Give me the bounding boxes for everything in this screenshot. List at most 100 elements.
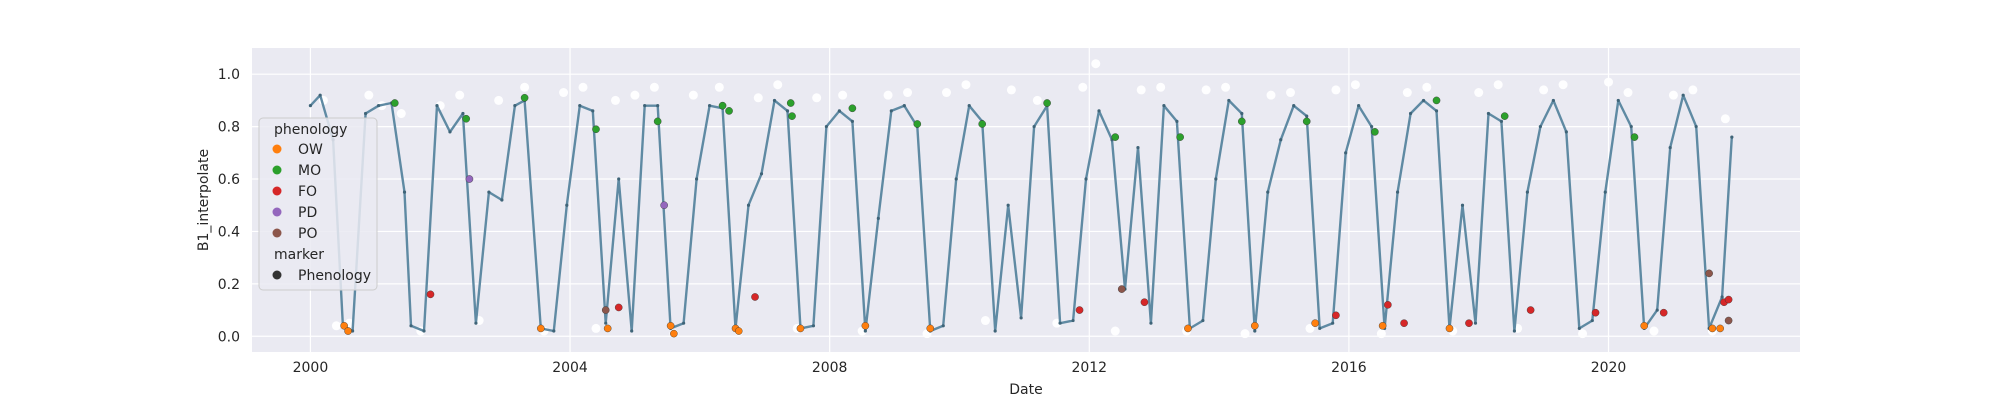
interpolated-point (1149, 321, 1153, 325)
phenology-point (670, 329, 678, 338)
interpolated-point (824, 125, 829, 129)
legend-marker (272, 144, 282, 154)
phenology-point (537, 324, 545, 333)
interpolated-point (448, 130, 452, 134)
interpolated-point (1603, 190, 1607, 194)
phenology-point (1238, 117, 1246, 126)
y-tick-label: 1.0 (218, 67, 240, 83)
interpolated-point (1084, 177, 1088, 181)
observation-point (1493, 80, 1503, 90)
observation-point (649, 82, 659, 92)
phenology-point (1716, 324, 1724, 333)
phenology-point (603, 324, 612, 333)
observation-point (364, 90, 374, 100)
interpolated-point (993, 329, 997, 333)
observation-point (1266, 90, 1276, 100)
interpolated-point (1460, 203, 1465, 207)
y-tick-label: 0.6 (218, 172, 240, 188)
interpolated-point (630, 329, 634, 333)
y-axis-label: B1_interpolate (196, 149, 212, 251)
phenology-point (751, 293, 759, 301)
phenology-point (1184, 324, 1192, 333)
interpolated-point (1629, 125, 1633, 129)
interpolated-point (1175, 119, 1179, 123)
interpolated-point (1253, 329, 1257, 333)
observation-point (1623, 88, 1633, 98)
observation-point (1006, 85, 1016, 95)
phenology-point (861, 321, 870, 330)
interpolated-point (1590, 318, 1594, 323)
phenology-point (1400, 319, 1408, 327)
observation-point (1110, 326, 1120, 336)
interpolated-point (1473, 321, 1478, 325)
interpolated-point (1720, 295, 1724, 299)
interpolated-point (1538, 125, 1542, 129)
interpolated-point (1240, 111, 1244, 116)
interpolated-point (695, 177, 699, 181)
x-tick-label: 2008 (812, 360, 848, 376)
phenology-point (653, 117, 662, 126)
phenology-point (1332, 311, 1340, 320)
phenology-point (718, 101, 727, 110)
interpolated-point (1512, 329, 1517, 333)
phenology-point (734, 327, 743, 335)
interpolated-point (1071, 318, 1075, 323)
x-tick-label: 2016 (1331, 360, 1367, 376)
phenology-point (1659, 308, 1668, 317)
observation-point (578, 82, 588, 92)
observation-point (714, 82, 724, 92)
interpolated-point (487, 190, 491, 194)
interpolated-point (1318, 326, 1322, 331)
legend-entry-label: PO (298, 226, 317, 242)
observation-point (1402, 88, 1412, 98)
observation-point (1078, 82, 1088, 92)
observation-point (331, 321, 341, 331)
observation-point (961, 80, 971, 90)
interpolated-point (1551, 98, 1555, 103)
phenology-point (1724, 316, 1733, 325)
phenology-point (340, 321, 348, 330)
interpolated-point (1616, 98, 1620, 103)
observation-point (630, 90, 640, 100)
interpolated-point (1655, 308, 1659, 312)
observation-point (1221, 82, 1231, 92)
interpolated-point (811, 324, 816, 328)
observation-point (520, 82, 530, 92)
observation-point (838, 90, 848, 100)
phenology-point (1708, 324, 1717, 333)
interpolated-point (617, 177, 621, 181)
phenology-point (592, 125, 600, 134)
phenology-point (614, 303, 623, 312)
legend-marker-title: marker (274, 247, 324, 263)
interpolated-point (1162, 104, 1166, 108)
observation-point (1032, 95, 1042, 105)
phenology-point (390, 99, 399, 107)
phenology-point (601, 306, 610, 314)
interpolated-point (1032, 125, 1036, 129)
interpolated-point (1227, 98, 1231, 103)
observation-point (941, 88, 951, 98)
interpolated-point (1730, 135, 1734, 139)
observation-point (1350, 80, 1360, 90)
interpolated-point (409, 324, 413, 328)
observation-point (1474, 88, 1484, 98)
legend-marker (272, 270, 282, 280)
phenology-point (1140, 298, 1149, 307)
phenology-point (1630, 133, 1639, 141)
x-axis-label: Date (1009, 382, 1042, 398)
interpolated-point (954, 177, 958, 181)
interpolated-point (1136, 145, 1140, 150)
legend-box (258, 117, 378, 291)
observation-point (903, 88, 913, 98)
observation-point (455, 90, 465, 100)
observation-point (812, 93, 822, 103)
phenology-point (1250, 321, 1259, 330)
legend-entry-label: PD (298, 205, 317, 221)
observation-point (1578, 329, 1588, 339)
phenology-point (666, 321, 675, 330)
legend-hue-title: phenology (274, 122, 347, 138)
observation-point (1604, 77, 1614, 87)
x-tick-label: 2000 (293, 360, 329, 376)
phenology-point (926, 324, 935, 333)
interpolated-point (1395, 190, 1400, 194)
